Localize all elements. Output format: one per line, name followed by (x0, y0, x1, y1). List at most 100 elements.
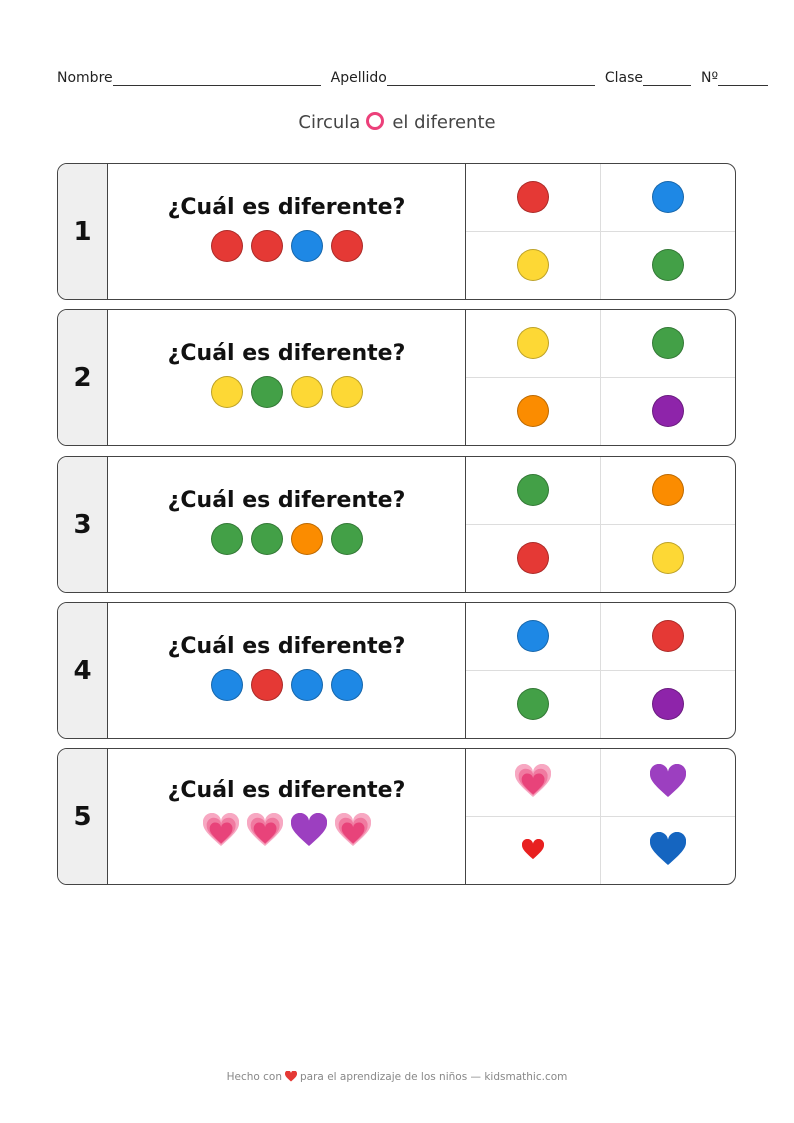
pink-heart-icon[interactable] (246, 813, 283, 849)
red-circle[interactable] (250, 230, 283, 262)
exercise-row: 3 ¿Cuál es diferente? (57, 456, 736, 593)
exercise-row: 4 ¿Cuál es diferente? (57, 602, 736, 739)
answer-cell[interactable] (600, 457, 735, 525)
sequence (202, 813, 371, 849)
red-heart-icon[interactable] (521, 839, 544, 861)
answer-cell[interactable] (601, 232, 736, 300)
answer-cell[interactable] (600, 164, 735, 232)
nombre-field[interactable] (112, 71, 321, 86)
blue-heart-icon[interactable] (649, 832, 686, 868)
orange-circle[interactable] (516, 395, 549, 428)
instruction-text-before: Circula (298, 112, 361, 133)
red-circle[interactable] (250, 669, 283, 701)
question-area: ¿Cuál es diferente? (108, 749, 466, 884)
student-info-header: Nombre Apellido Clase Nº (57, 70, 777, 86)
answer-cell[interactable] (600, 749, 735, 817)
answer-grid (466, 749, 735, 884)
yellow-circle[interactable] (516, 327, 549, 360)
question-title: ¿Cuál es diferente? (167, 634, 406, 659)
question-area: ¿Cuál es diferente? (108, 457, 466, 592)
red-circle[interactable] (330, 230, 363, 262)
question-area: ¿Cuál es diferente? (108, 164, 466, 299)
yellow-circle[interactable] (330, 376, 363, 408)
question-title: ¿Cuál es diferente? (167, 341, 406, 366)
blue-circle[interactable] (290, 669, 323, 701)
numero-label: Nº (700, 70, 719, 86)
green-circle[interactable] (250, 376, 283, 408)
green-circle[interactable] (651, 327, 684, 360)
numero-field[interactable] (718, 71, 769, 86)
answer-cell[interactable] (466, 164, 601, 232)
red-circle[interactable] (210, 230, 243, 262)
blue-circle[interactable] (651, 181, 684, 214)
answer-cell[interactable] (601, 817, 736, 885)
purple-circle[interactable] (651, 688, 684, 721)
question-area: ¿Cuál es diferente? (108, 603, 466, 738)
answer-cell[interactable] (601, 525, 736, 593)
sequence (210, 376, 363, 408)
pink-heart-icon[interactable] (514, 764, 551, 800)
answer-cell[interactable] (466, 524, 601, 592)
question-title: ¿Cuál es diferente? (167, 195, 406, 220)
answer-grid (466, 164, 735, 299)
exercise-number: 2 (58, 310, 108, 445)
instruction: Circula el diferente (0, 112, 794, 133)
green-circle[interactable] (516, 688, 549, 721)
red-circle[interactable] (651, 620, 684, 653)
exercise-row: 1 ¿Cuál es diferente? (57, 163, 736, 300)
yellow-circle[interactable] (290, 376, 323, 408)
answer-cell[interactable] (466, 231, 601, 299)
blue-circle[interactable] (210, 669, 243, 701)
purple-circle[interactable] (651, 395, 684, 428)
green-circle[interactable] (250, 523, 283, 555)
blue-circle[interactable] (516, 620, 549, 653)
pink-heart-icon[interactable] (334, 813, 371, 849)
blue-circle[interactable] (290, 230, 323, 262)
green-circle[interactable] (210, 523, 243, 555)
answer-grid (466, 457, 735, 592)
answer-cell[interactable] (600, 603, 735, 671)
question-area: ¿Cuál es diferente? (108, 310, 466, 445)
purple-heart-icon[interactable] (290, 813, 327, 849)
answer-cell[interactable] (466, 310, 601, 378)
answer-cell[interactable] (466, 670, 601, 738)
answer-cell[interactable] (466, 377, 601, 445)
red-circle[interactable] (516, 181, 549, 214)
answer-cell[interactable] (466, 816, 601, 884)
answer-grid (466, 603, 735, 738)
exercise-number: 3 (58, 457, 108, 592)
answer-grid (466, 310, 735, 445)
answer-cell[interactable] (600, 310, 735, 378)
green-circle[interactable] (651, 249, 684, 282)
apellido-field[interactable] (386, 71, 595, 86)
exercise-number: 1 (58, 164, 108, 299)
yellow-circle[interactable] (516, 249, 549, 282)
exercise-number: 4 (58, 603, 108, 738)
exercise-row: 2 ¿Cuál es diferente? (57, 309, 736, 446)
sequence (210, 669, 363, 701)
heart-icon (284, 1070, 298, 1082)
footer: Hecho con para el aprendizaje de los niño… (0, 1070, 794, 1083)
clase-field[interactable] (642, 71, 691, 86)
yellow-circle[interactable] (210, 376, 243, 408)
blue-circle[interactable] (330, 669, 363, 701)
answer-cell[interactable] (601, 671, 736, 739)
orange-circle[interactable] (290, 523, 323, 555)
answer-cell[interactable] (466, 457, 601, 525)
answer-cell[interactable] (466, 749, 601, 817)
footer-text-before: Hecho con (226, 1071, 282, 1083)
orange-circle[interactable] (651, 474, 684, 507)
footer-text-after: para el aprendizaje de los niños — kidsm… (300, 1071, 568, 1083)
apellido-label: Apellido (330, 70, 387, 86)
question-title: ¿Cuál es diferente? (167, 778, 406, 803)
answer-cell[interactable] (601, 378, 736, 446)
red-circle[interactable] (516, 542, 549, 575)
pink-heart-icon[interactable] (202, 813, 239, 849)
yellow-circle[interactable] (651, 542, 684, 575)
question-title: ¿Cuál es diferente? (167, 488, 406, 513)
answer-cell[interactable] (466, 603, 601, 671)
green-circle[interactable] (516, 474, 549, 507)
purple-heart-icon[interactable] (649, 764, 686, 800)
green-circle[interactable] (330, 523, 363, 555)
